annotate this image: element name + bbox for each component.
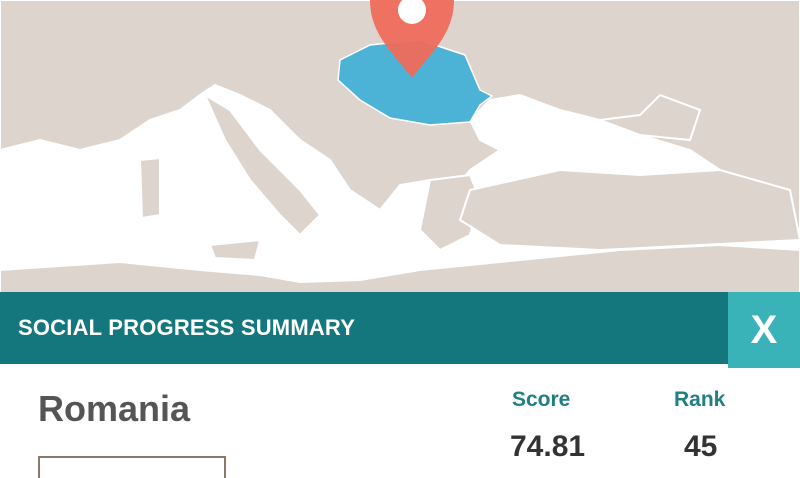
details-button[interactable] bbox=[38, 456, 226, 478]
map[interactable] bbox=[0, 0, 800, 295]
rank-value: 45 bbox=[684, 430, 718, 463]
sardinia-land bbox=[138, 156, 161, 220]
map-pin-icon[interactable] bbox=[370, 0, 454, 78]
crimea-land bbox=[599, 93, 702, 142]
rank-label: Rank bbox=[674, 388, 726, 411]
turkey-land bbox=[458, 168, 800, 252]
italy-land bbox=[202, 92, 322, 237]
close-button[interactable]: X bbox=[728, 292, 800, 368]
summary-header: SOCIAL PROGRESS SUMMARY bbox=[0, 292, 728, 364]
africa-land bbox=[0, 243, 800, 295]
score-label: Score bbox=[512, 388, 571, 411]
country-name: Romania bbox=[38, 388, 191, 429]
score-value: 74.81 bbox=[510, 430, 586, 463]
panel-title: SOCIAL PROGRESS SUMMARY bbox=[18, 315, 356, 340]
greece-land bbox=[418, 173, 482, 252]
sicily-land bbox=[208, 238, 262, 262]
